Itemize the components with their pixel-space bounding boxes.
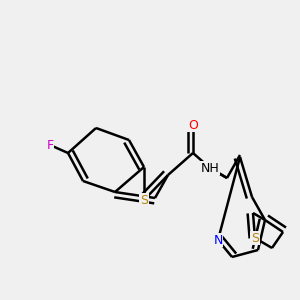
Text: F: F	[46, 139, 54, 152]
Text: O: O	[188, 118, 198, 131]
Text: S: S	[251, 232, 259, 244]
Text: NH: NH	[201, 161, 219, 175]
Text: N: N	[213, 233, 223, 247]
Text: S: S	[140, 194, 148, 206]
